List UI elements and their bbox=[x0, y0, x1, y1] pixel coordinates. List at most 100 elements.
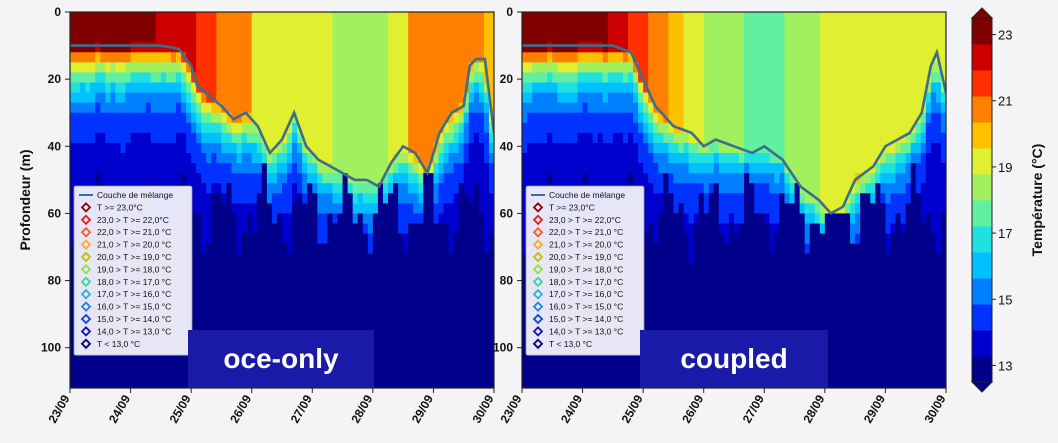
field-cell bbox=[698, 62, 705, 74]
legend-marker-swatch bbox=[80, 239, 92, 250]
field-cell bbox=[468, 354, 475, 366]
field-cell bbox=[648, 82, 654, 94]
field-cell bbox=[413, 344, 419, 356]
field-cell bbox=[607, 12, 614, 23]
field-cell bbox=[463, 52, 470, 63]
field-cell bbox=[282, 62, 288, 74]
field-cell bbox=[622, 384, 629, 388]
field-cell bbox=[70, 324, 76, 335]
field-cell bbox=[403, 223, 409, 235]
field-cell bbox=[739, 102, 745, 114]
field-cell bbox=[276, 142, 283, 154]
field-cell bbox=[678, 112, 685, 124]
field-cell bbox=[181, 354, 187, 366]
field-cell bbox=[734, 203, 740, 215]
field-cell bbox=[251, 304, 258, 315]
y-tick-label: 80 bbox=[48, 274, 62, 288]
field-cell bbox=[458, 374, 465, 386]
field-cell bbox=[708, 324, 715, 335]
field-cell bbox=[648, 163, 654, 174]
field-cell bbox=[367, 62, 374, 74]
field-cell bbox=[357, 294, 364, 305]
field-cell bbox=[342, 72, 349, 84]
field-cell bbox=[473, 52, 480, 63]
field-cell bbox=[100, 82, 106, 94]
field-cell bbox=[522, 82, 528, 94]
field-cell bbox=[367, 42, 374, 53]
field-cell bbox=[287, 22, 293, 33]
field-cell bbox=[287, 223, 293, 235]
field-cell bbox=[206, 263, 212, 275]
field-cell bbox=[332, 233, 339, 245]
field-cell bbox=[433, 364, 440, 376]
field-cell bbox=[377, 374, 384, 386]
field-cell bbox=[547, 72, 553, 84]
field-cell bbox=[643, 92, 649, 104]
field-cell bbox=[453, 273, 460, 285]
field-cell bbox=[612, 72, 619, 84]
field-cell bbox=[302, 132, 308, 144]
field-cell bbox=[337, 304, 344, 315]
field-cell bbox=[413, 42, 419, 53]
field-cell bbox=[377, 324, 384, 335]
field-cell bbox=[478, 32, 485, 43]
field-cell bbox=[488, 263, 494, 275]
field-cell bbox=[443, 122, 450, 134]
field-cell bbox=[372, 102, 379, 114]
field-cell bbox=[282, 223, 288, 235]
field-cell bbox=[522, 102, 528, 114]
field-cell bbox=[448, 354, 455, 366]
field-cell bbox=[473, 203, 480, 215]
field-cell bbox=[403, 102, 409, 114]
field-cell bbox=[638, 163, 644, 174]
field-cell bbox=[562, 163, 569, 174]
field-cell bbox=[473, 132, 480, 144]
field-cell bbox=[744, 223, 750, 235]
field-cell bbox=[739, 112, 745, 124]
field-cell bbox=[140, 173, 147, 184]
field-cell bbox=[357, 273, 364, 285]
field-cell bbox=[165, 82, 172, 94]
field-cell bbox=[633, 112, 639, 124]
field-cell bbox=[362, 142, 369, 154]
field-cell bbox=[377, 42, 384, 53]
field-cell bbox=[693, 183, 700, 194]
field-cell bbox=[322, 102, 329, 114]
field-cell bbox=[483, 273, 490, 285]
field-cell bbox=[713, 183, 720, 194]
field-cell bbox=[713, 122, 720, 134]
field-cell bbox=[572, 112, 579, 124]
field-cell bbox=[458, 62, 465, 74]
field-cell bbox=[170, 12, 177, 23]
field-cell bbox=[643, 12, 649, 23]
field-cell bbox=[297, 163, 303, 174]
marker-diamond bbox=[189, 12, 193, 14]
field-cell bbox=[276, 62, 283, 74]
field-cell bbox=[165, 142, 172, 154]
field-cell bbox=[206, 243, 212, 255]
field-cell bbox=[246, 12, 253, 23]
field-cell bbox=[398, 324, 404, 335]
field-cell bbox=[130, 132, 137, 144]
field-cell bbox=[75, 354, 81, 366]
field-cell bbox=[453, 72, 460, 84]
field-cell bbox=[282, 72, 288, 84]
field-cell bbox=[145, 364, 152, 376]
field-cell bbox=[170, 32, 177, 43]
field-cell bbox=[327, 102, 334, 114]
field-cell bbox=[488, 82, 494, 94]
field-cell bbox=[75, 384, 81, 388]
field-cell bbox=[648, 12, 654, 23]
field-cell bbox=[105, 12, 111, 23]
field-cell bbox=[739, 314, 745, 325]
field-cell bbox=[567, 153, 574, 164]
field-cell bbox=[307, 42, 313, 53]
field-cell bbox=[713, 223, 720, 235]
field-cell bbox=[307, 132, 313, 144]
field-cell bbox=[347, 72, 354, 84]
field-cell bbox=[276, 22, 283, 33]
field-cell bbox=[70, 153, 76, 164]
field-cell bbox=[221, 233, 228, 245]
field-cell bbox=[423, 314, 429, 325]
